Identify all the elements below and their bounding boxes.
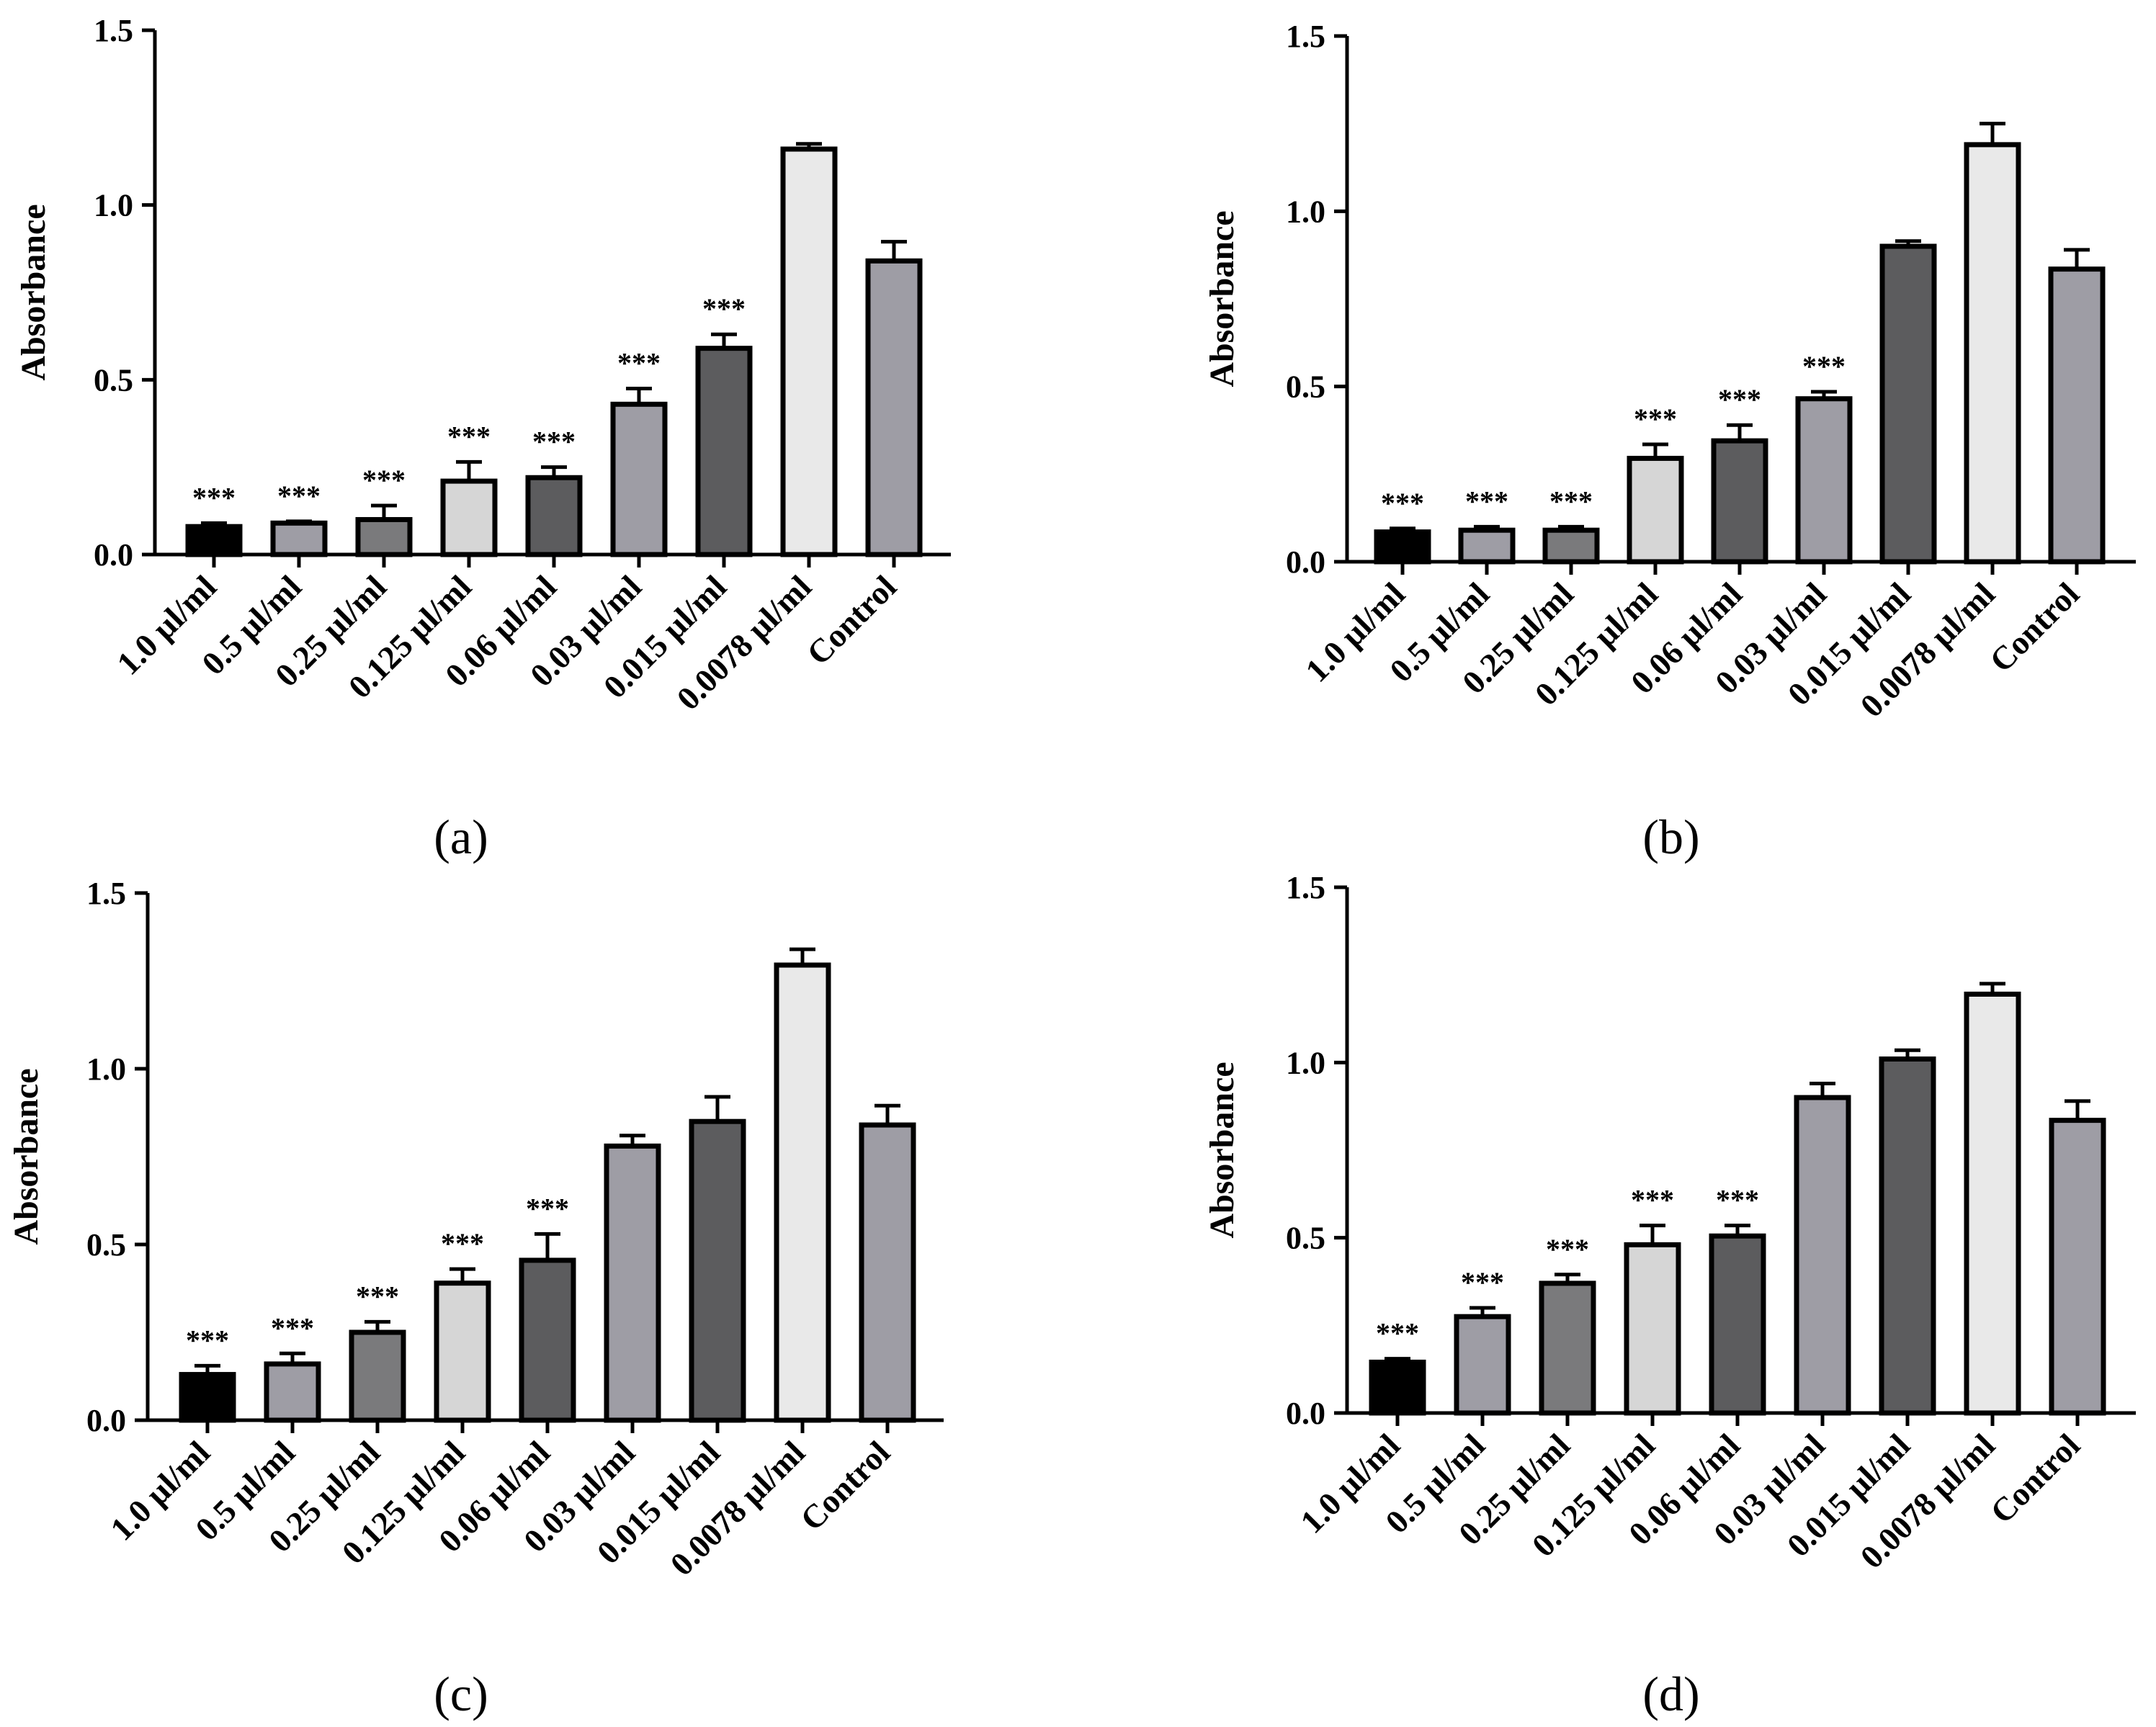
y-tick-label: 1.5: [94, 13, 133, 48]
bar: [695, 346, 753, 557]
significance-label: ***: [1718, 383, 1761, 416]
bar: [519, 1257, 576, 1423]
x-tick-label: Control: [1983, 1427, 2087, 1530]
y-tick-label: 0.0: [1286, 544, 1325, 580]
significance-label: ***: [1546, 1233, 1589, 1265]
bar: [264, 1361, 321, 1423]
y-tick-label: 1.0: [1286, 194, 1325, 229]
significance-label: ***: [1381, 487, 1424, 519]
significance-label: ***: [192, 481, 236, 513]
y-tick-label: 1.0: [86, 1051, 126, 1087]
y-axis-title: Absorbance: [14, 204, 53, 380]
bar: [1454, 1314, 1511, 1416]
significance-label: ***: [1634, 403, 1677, 435]
significance-label: ***: [441, 1227, 484, 1260]
y-tick-label: 1.5: [1286, 19, 1325, 54]
significance-label: ***: [1376, 1317, 1419, 1350]
significance-label: ***: [617, 346, 661, 379]
significance-label: ***: [447, 420, 491, 452]
y-tick-label: 0.0: [1286, 1396, 1325, 1431]
bar: [1709, 1233, 1766, 1416]
bar: [1795, 396, 1853, 565]
significance-label: ***: [1461, 1266, 1504, 1298]
bar: [270, 520, 328, 557]
significance-label: ***: [271, 1311, 314, 1344]
bar: [525, 475, 583, 557]
significance-label: ***: [526, 1192, 569, 1224]
bar: [1964, 142, 2021, 565]
bar: [179, 1372, 236, 1423]
bar: [1879, 243, 1937, 565]
y-tick-label: 1.5: [1286, 870, 1325, 905]
bar: [440, 478, 498, 557]
significance-label: ***: [1631, 1184, 1674, 1216]
y-axis-title: Absorbance: [7, 1068, 45, 1244]
bar: [780, 146, 838, 557]
significance-label: ***: [356, 1280, 399, 1312]
panel-label: (d): [1642, 1667, 1699, 1721]
bar: [1458, 527, 1516, 565]
y-tick-label: 0.5: [1286, 1221, 1325, 1256]
y-tick-label: 1.5: [86, 876, 126, 911]
significance-label: ***: [1802, 350, 1846, 382]
significance-label: ***: [1549, 485, 1593, 517]
panel-label: (b): [1642, 809, 1699, 864]
bar: [774, 962, 831, 1423]
bar: [185, 524, 243, 557]
bar: [1624, 1242, 1681, 1416]
y-tick-label: 0.0: [86, 1403, 126, 1438]
y-axis-title: Absorbance: [1203, 210, 1241, 387]
bar: [865, 258, 923, 557]
bar: [349, 1329, 406, 1423]
bar: [689, 1118, 746, 1423]
bar: [1964, 991, 2021, 1416]
y-tick-label: 0.5: [86, 1227, 126, 1262]
bar: [2048, 266, 2106, 565]
bar: [1627, 455, 1684, 565]
bar: [604, 1143, 661, 1423]
significance-label: ***: [362, 464, 406, 496]
bar: [1794, 1095, 1851, 1416]
bar: [610, 401, 668, 557]
significance-label: ***: [186, 1324, 229, 1356]
x-tick-label: Control: [800, 568, 903, 672]
x-tick-label: Control: [793, 1434, 897, 1538]
bar: [1542, 527, 1600, 565]
bar: [1539, 1280, 1596, 1416]
significance-label: ***: [1465, 485, 1508, 517]
x-tick-label: Control: [1982, 575, 2086, 679]
bar: [2049, 1118, 2106, 1416]
bar: [1711, 438, 1768, 565]
bar: [1879, 1056, 1936, 1416]
significance-label: ***: [277, 480, 321, 512]
y-tick-label: 0.0: [94, 537, 133, 573]
bar: [355, 516, 413, 557]
panel-label: (a): [434, 809, 488, 864]
y-axis-title: Absorbance: [1203, 1062, 1241, 1238]
bar: [1369, 1359, 1426, 1416]
y-tick-label: 1.0: [1286, 1045, 1325, 1080]
bar: [859, 1122, 916, 1423]
y-tick-label: 0.5: [1286, 369, 1325, 405]
y-tick-label: 1.0: [94, 188, 133, 223]
y-tick-label: 0.5: [94, 362, 133, 398]
bar: [1374, 529, 1431, 565]
panel-label: (c): [434, 1667, 488, 1721]
significance-label: ***: [702, 292, 746, 325]
significance-label: ***: [532, 426, 576, 458]
significance-label: ***: [1716, 1184, 1759, 1216]
bar: [434, 1280, 491, 1423]
